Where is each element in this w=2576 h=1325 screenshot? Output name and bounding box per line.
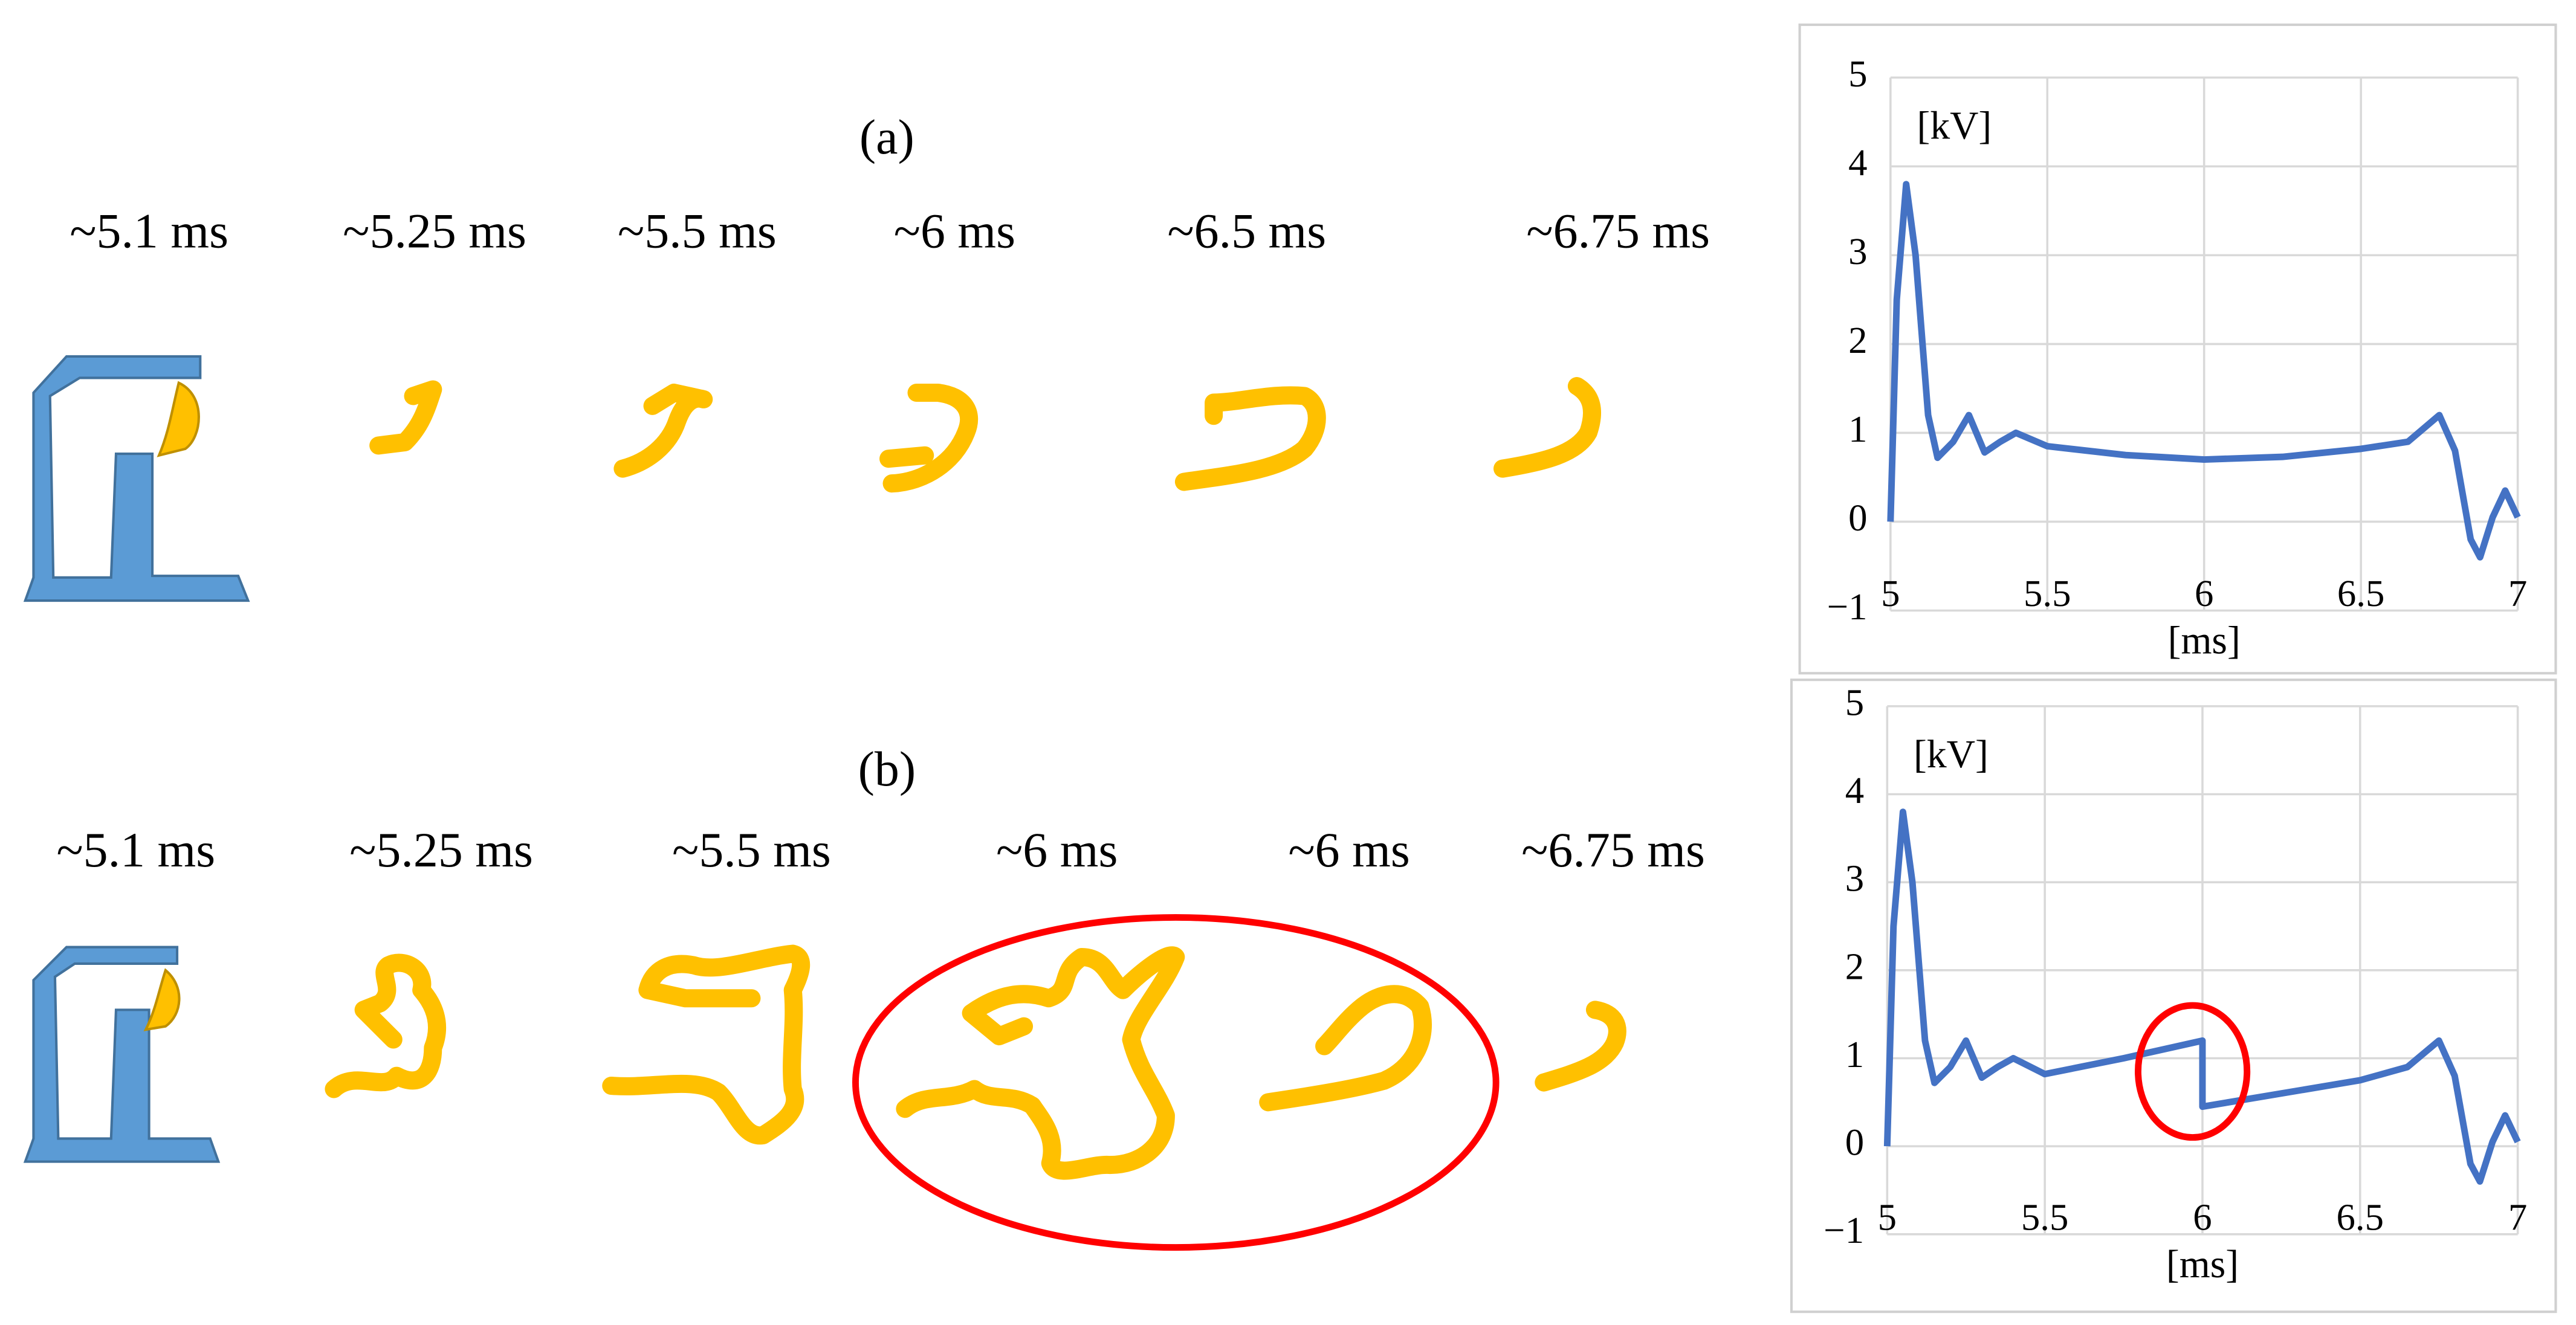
y-axis-label: [kV] <box>1917 104 1992 147</box>
x-tick-label: 6 <box>2193 1196 2212 1238</box>
x-tick-label: 5 <box>1881 572 1900 614</box>
y-tick-label: 5 <box>1845 681 1864 723</box>
time-label: ~5.1 ms <box>56 822 215 877</box>
line-series <box>1883 808 2521 1185</box>
x-tick-label: 5 <box>1878 1196 1897 1238</box>
y-tick-label: 1 <box>1848 408 1867 450</box>
x-tick-label: 7 <box>2508 1196 2527 1238</box>
time-label: ~5.25 ms <box>349 822 533 877</box>
x-axis-label: [ms] <box>2166 1243 2239 1286</box>
time-label: ~6 ms <box>894 204 1015 259</box>
electrode <box>23 355 250 602</box>
arc <box>602 944 811 1145</box>
y-tick-label: 1 <box>1845 1033 1864 1075</box>
line-series <box>1887 181 2521 561</box>
time-label: ~5.5 ms <box>672 822 831 877</box>
time-label: ~6.5 ms <box>1167 204 1326 259</box>
time-label: ~6 ms <box>1288 822 1409 877</box>
y-tick-label: 5 <box>1848 53 1867 95</box>
x-tick-label: 7 <box>2508 572 2527 614</box>
arc <box>1535 1001 1626 1092</box>
time-label: ~5.25 ms <box>343 204 526 259</box>
y-tick-label: 3 <box>1845 857 1864 900</box>
time-label: ~5.5 ms <box>618 204 777 259</box>
panel-b-drawings <box>23 914 1626 1251</box>
line-chart: −1 0 1 2 3 4 5 5 5.5 6 6.5 7 [kV] [ms] <box>1790 679 2557 1314</box>
time-label: ~6.75 ms <box>1526 204 1710 259</box>
y-tick-label: −1 <box>1827 585 1868 628</box>
y-tick-label: 0 <box>1845 1121 1864 1164</box>
x-tick-label: 6.5 <box>2337 1196 2384 1238</box>
y-tick-label: 3 <box>1848 230 1867 272</box>
chart-frame <box>1790 679 2557 1314</box>
y-tick-label: 2 <box>1848 319 1867 361</box>
x-tick-label: 5.5 <box>2021 1196 2069 1238</box>
electrode <box>23 946 221 1163</box>
time-label: ~6 ms <box>996 822 1118 877</box>
arc <box>1174 386 1326 491</box>
y-axis-label: [kV] <box>1914 733 1989 776</box>
y-tick-label: 4 <box>1845 769 1864 811</box>
y-tick-label: 0 <box>1848 497 1867 539</box>
arc-root <box>157 381 200 457</box>
highlight-ellipse <box>852 914 1500 1251</box>
y-tick-label: 4 <box>1848 141 1867 184</box>
highlight-circle <box>2135 1002 2251 1141</box>
panel-label: (b) <box>858 741 916 796</box>
arc <box>613 383 713 478</box>
y-tick-label: −1 <box>1824 1209 1864 1251</box>
arc <box>896 946 1185 1180</box>
line-chart: −1 0 1 2 3 4 5 5 5.5 6 6.5 7 [kV] [ms] <box>1798 23 2557 675</box>
charts: −1 0 1 2 3 4 5 5 5.5 6 6.5 7 [kV] [ms] −1 0 1 2 3 4 5 5 5.5 6 6.… <box>1790 23 2557 1314</box>
arc <box>369 380 442 455</box>
x-tick-label: 6 <box>2195 572 2213 614</box>
x-axis-label: [ms] <box>2168 619 2241 662</box>
arc <box>325 953 447 1098</box>
arc <box>879 383 978 493</box>
panel-a-drawings <box>23 355 1601 602</box>
time-label: ~5.1 ms <box>70 204 228 259</box>
time-label: ~6.75 ms <box>1521 822 1705 877</box>
arc <box>1259 985 1432 1112</box>
panel-label: (a) <box>859 109 914 164</box>
chart-frame <box>1798 23 2557 675</box>
x-tick-label: 6.5 <box>2337 572 2385 614</box>
arc <box>1493 377 1601 478</box>
arc-root <box>143 968 181 1031</box>
y-tick-label: 2 <box>1845 945 1864 987</box>
x-tick-label: 5.5 <box>2024 572 2071 614</box>
